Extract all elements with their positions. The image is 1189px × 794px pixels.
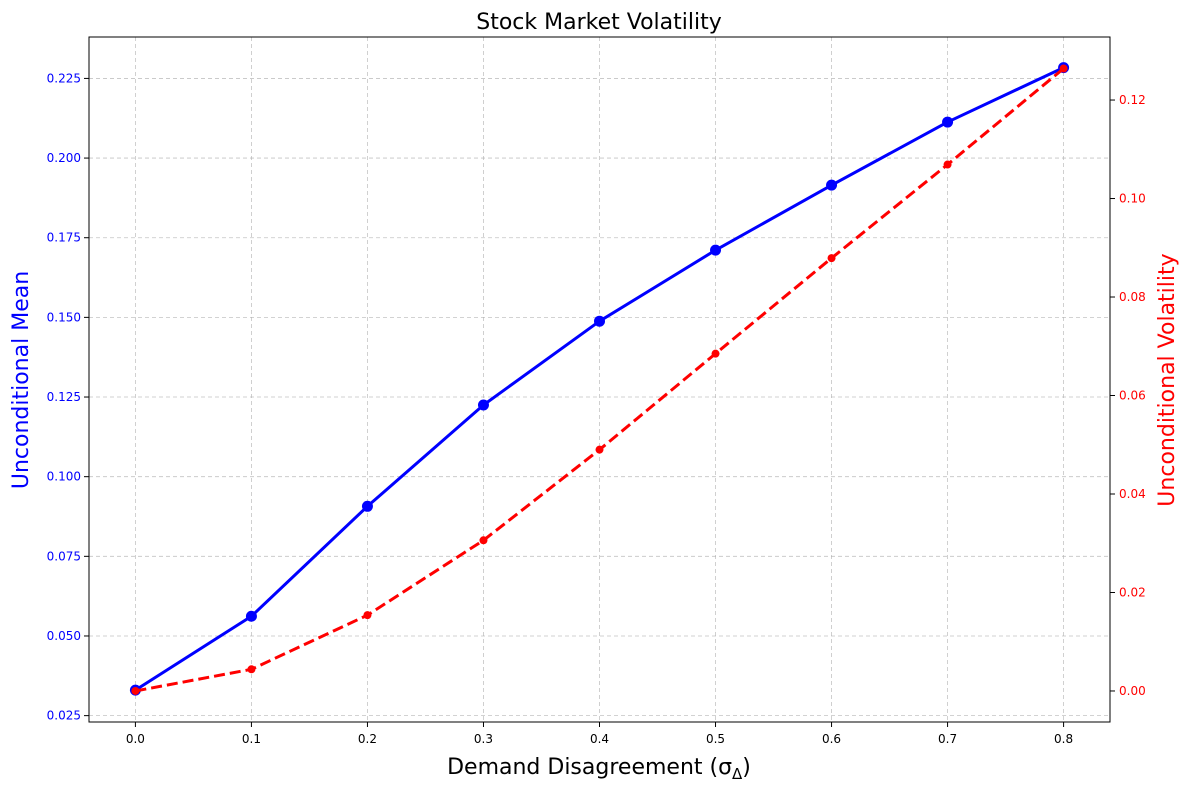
x-tick-label: 0.8	[1054, 732, 1073, 746]
chart-title: Stock Market Volatility	[476, 10, 722, 35]
y-right-tick-label: 0.06	[1119, 389, 1146, 403]
series-right-point	[479, 536, 488, 545]
x-tick-label: 0.5	[706, 732, 725, 746]
series-left-point	[826, 179, 838, 191]
y-right-tick-label: 0.10	[1119, 192, 1146, 206]
plot-frame	[88, 36, 1111, 723]
x-tick-label: 0.6	[822, 732, 841, 746]
y-left-tick-label: 0.025	[47, 709, 81, 723]
series-right-point	[943, 160, 952, 169]
series-right-point	[131, 686, 140, 695]
series-right-point	[595, 445, 604, 454]
x-tick-label: 0.0	[126, 732, 145, 746]
x-tick-label: 0.4	[590, 732, 609, 746]
x-axis-label-suffix: )	[742, 755, 751, 780]
y-axis-label-right: Unconditional Volatility	[1155, 253, 1180, 506]
series-left-point	[594, 315, 605, 327]
series-left-point	[361, 500, 373, 512]
series-left-point	[710, 244, 722, 256]
series-right-point	[827, 254, 836, 263]
series-left-line	[134, 66, 1065, 692]
y-right-tick-label: 0.00	[1119, 684, 1146, 698]
x-axis-label-subscript: Δ	[732, 765, 743, 783]
y-left-tick-label: 0.225	[47, 71, 81, 85]
y-left-tick-label: 0.125	[47, 390, 81, 404]
y-right-tick-label: 0.04	[1119, 487, 1146, 501]
y-left-tick-label: 0.100	[47, 470, 81, 484]
y-left-tick-label: 0.050	[47, 629, 81, 643]
x-tick-label: 0.1	[242, 732, 261, 746]
plot-area-border	[88, 36, 1111, 723]
series-left-group	[129, 62, 1070, 696]
y-left-tick-label: 0.150	[47, 310, 81, 324]
y-right-tick-label: 0.02	[1119, 585, 1146, 599]
grid-layer	[89, 37, 1110, 722]
x-tick-label: 0.2	[358, 732, 377, 746]
series-right-point	[247, 665, 256, 674]
x-tick-label: 0.7	[938, 732, 957, 746]
y-right-tick-label: 0.08	[1119, 290, 1146, 304]
series-right-point	[363, 611, 372, 620]
series-right-point	[711, 349, 720, 358]
y-right-tick-label: 0.12	[1119, 93, 1146, 107]
series-layer	[129, 62, 1070, 696]
y-left-tick-label: 0.175	[47, 231, 81, 245]
series-left-point	[477, 399, 489, 411]
x-tick-label: 0.3	[474, 732, 493, 746]
y-left-tick-label: 0.200	[47, 151, 81, 165]
x-axis-label: Demand Disagreement (σΔ)	[447, 755, 751, 783]
series-right-point	[1059, 64, 1068, 73]
series-left-point	[942, 116, 954, 128]
y-left-tick-label: 0.075	[47, 549, 81, 563]
ticks-layer: 0.0 0.1 0.2 0.3 0.4 0.5 0.6 0.7 0.8 0.025 0.050 0.0…	[47, 71, 1146, 746]
series-right-group	[131, 64, 1068, 695]
series-left-point	[245, 610, 257, 622]
y-axis-label-left: Unconditional Mean	[9, 271, 34, 489]
